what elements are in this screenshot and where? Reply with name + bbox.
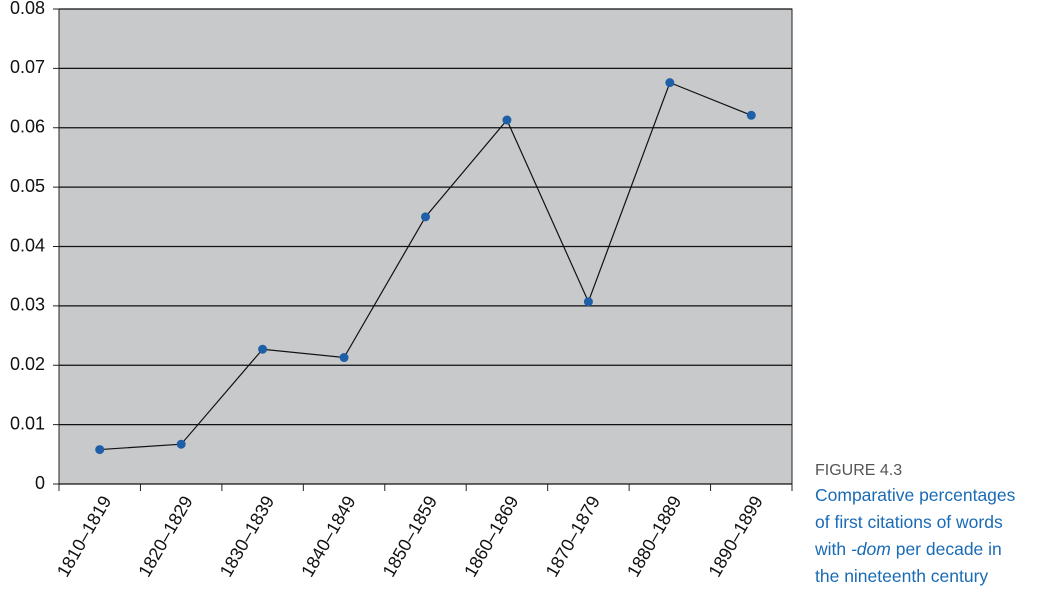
x-tick-label: 1820–1829 [134,492,196,580]
x-tick-label: 1830–1839 [216,492,278,580]
data-point [502,115,512,125]
figure-label: FIGURE 4.3 [815,462,903,479]
caption-text: with [815,539,851,559]
x-tick-label: 1870–1879 [542,492,604,580]
y-tick-label: 0.01 [10,413,45,433]
data-point [258,344,268,354]
x-tick-label: 1810–1819 [53,492,115,580]
caption-text: -dom [850,539,891,559]
y-tick-label: 0.08 [10,0,45,18]
caption-line: the nineteenth century [815,566,989,586]
data-point [95,445,105,455]
x-tick-label: 1890–1899 [704,492,766,580]
y-tick-label: 0.06 [10,117,45,137]
x-tick-label: 1850–1859 [379,492,441,580]
data-point [583,297,593,307]
x-tick-label: 1880–1889 [623,492,685,580]
caption: FIGURE 4.3 Comparative percentages of fir… [815,460,1015,590]
y-tick-label: 0.05 [10,176,45,196]
y-tick-label: 0.03 [10,295,45,315]
caption-line: Comparative percentages [815,485,1016,505]
caption-line: with -dom per decade in [815,536,1015,563]
caption-line: of first citations of words [815,512,1003,532]
x-tick-label: 1840–1849 [297,492,359,580]
y-tick-label: 0.07 [10,57,45,77]
caption-text: per decade in [890,539,1002,559]
x-tick-label: 1860–1869 [460,492,522,580]
data-point [746,110,756,120]
y-tick-label: 0.02 [10,354,45,374]
data-point [665,78,675,88]
data-point [421,212,430,222]
data-point [176,439,186,449]
y-tick-label: 0 [35,473,45,493]
data-point [339,353,349,363]
chart: 0 0.01 0.02 0.03 0.04 0.05 0.06 0.07 0.08 1810–18… [10,0,793,580]
y-tick-label: 0.04 [10,235,45,255]
